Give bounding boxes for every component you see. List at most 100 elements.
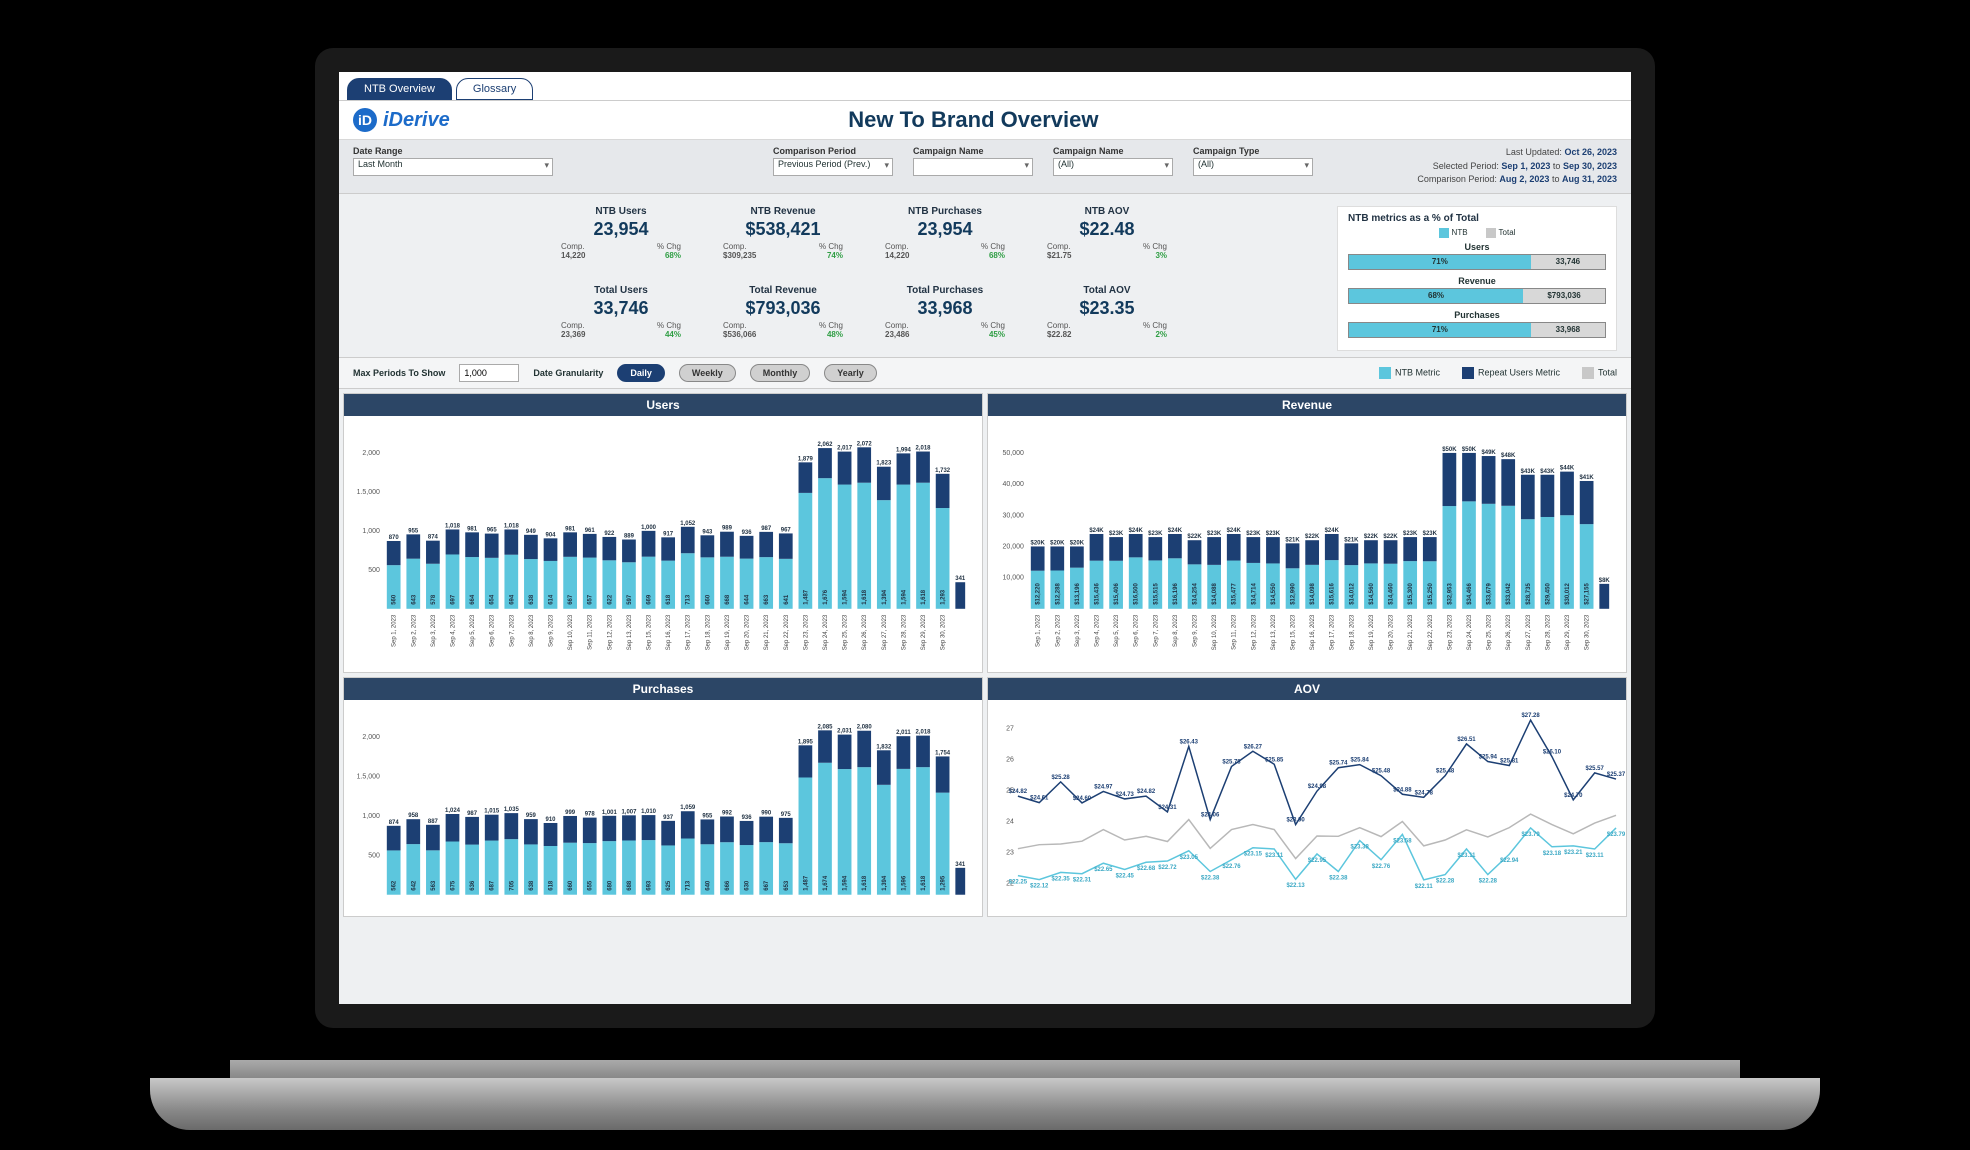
kpi-chg-label: % Chg: [819, 321, 843, 330]
ntb-pct-panel: NTB metrics as a % of Total NTB Total Us…: [1337, 206, 1617, 351]
svg-text:2,062: 2,062: [818, 442, 834, 448]
kpi-value: 33,968: [875, 298, 1015, 319]
chart-purchases: Purchases 5001,0001.5,0002,0008745629586…: [343, 677, 983, 917]
kpi-chg-label: % Chg: [657, 321, 681, 330]
svg-text:Sep 16, 2023: Sep 16, 2023: [666, 614, 672, 650]
svg-text:999: 999: [565, 809, 576, 815]
svg-text:874: 874: [389, 819, 400, 825]
svg-text:2,072: 2,072: [857, 441, 873, 447]
svg-text:$23.11: $23.11: [1586, 852, 1605, 858]
svg-text:$14,012: $14,012: [1349, 582, 1355, 604]
svg-text:1,487: 1,487: [803, 589, 809, 605]
svg-text:Sep 17, 2023: Sep 17, 2023: [686, 614, 692, 650]
pct-seg-total: 33,746: [1531, 255, 1605, 269]
svg-text:$14,088: $14,088: [1212, 582, 1218, 604]
chart-purchases-title: Purchases: [344, 678, 982, 700]
svg-text:$24K: $24K: [1227, 527, 1242, 533]
svg-text:$23.58: $23.58: [1393, 838, 1412, 844]
kpi-total-revenue: Total Revenue$793,036Comp.% Chg$536,0664…: [713, 285, 853, 351]
svg-text:$22.31: $22.31: [1073, 877, 1092, 883]
svg-text:625: 625: [666, 880, 672, 891]
pill-daily[interactable]: Daily: [617, 364, 665, 382]
svg-text:$44K: $44K: [1560, 465, 1575, 471]
pill-monthly[interactable]: Monthly: [750, 364, 811, 382]
kpi-comp-value: 23,486: [885, 330, 909, 339]
svg-text:562: 562: [392, 880, 398, 891]
screen: NTB Overview Glossary iD iDerive New To …: [315, 48, 1655, 1028]
kpi-chg-value: 45%: [989, 330, 1005, 339]
svg-text:Sep 27, 2023: Sep 27, 2023: [882, 614, 888, 650]
pct-row-label: Revenue: [1348, 276, 1606, 286]
svg-text:$24.61: $24.61: [1030, 795, 1049, 801]
svg-text:943: 943: [702, 529, 713, 535]
svg-text:917: 917: [663, 531, 674, 537]
svg-text:$22K: $22K: [1187, 534, 1202, 540]
tab-ntb-overview[interactable]: NTB Overview: [347, 78, 452, 100]
chart-legend: NTB Metric Repeat Users Metric Total: [1379, 367, 1617, 379]
input-max-periods[interactable]: [459, 364, 519, 382]
svg-text:341: 341: [955, 861, 966, 867]
svg-text:27: 27: [1006, 725, 1014, 732]
svg-text:Sep 21, 2023: Sep 21, 2023: [764, 614, 770, 650]
kpi-value: $793,036: [713, 298, 853, 319]
tab-glossary[interactable]: Glossary: [456, 78, 533, 100]
svg-text:$22.95: $22.95: [1308, 857, 1327, 863]
svg-text:$23.18: $23.18: [1543, 850, 1562, 856]
svg-text:$43K: $43K: [1521, 468, 1536, 474]
svg-text:$24K: $24K: [1325, 527, 1340, 533]
svg-text:937: 937: [663, 814, 674, 820]
svg-text:$32,953: $32,953: [1447, 582, 1453, 604]
svg-text:2,000: 2,000: [362, 734, 380, 741]
svg-text:638: 638: [529, 880, 535, 891]
svg-text:$14,714: $14,714: [1251, 582, 1257, 604]
svg-text:Sep 22, 2023: Sep 22, 2023: [784, 614, 790, 650]
pct-bar: 71%33,746: [1348, 254, 1606, 270]
svg-text:Sep 10, 2023: Sep 10, 2023: [1212, 614, 1218, 650]
svg-text:$34,466: $34,466: [1467, 582, 1473, 604]
svg-text:$24.98: $24.98: [1308, 784, 1327, 790]
chart-users: Users 5001,0001.5,0002,000870560Sep 1, 2…: [343, 393, 983, 673]
svg-text:563: 563: [431, 880, 437, 891]
svg-text:618: 618: [666, 594, 672, 605]
kpi-comp-value: $21.75: [1047, 251, 1071, 260]
legend-repeat: Repeat Users Metric: [1462, 367, 1560, 379]
svg-text:922: 922: [604, 530, 615, 536]
kpi-comp-label: Comp.: [885, 321, 909, 330]
kpi-ntb-aov: NTB AOV$22.48Comp.% Chg$21.753%: [1037, 206, 1177, 272]
pct-seg-total: $793,036: [1523, 289, 1605, 303]
logo-icon: iD: [353, 108, 377, 132]
laptop-mockup: NTB Overview Glossary iD iDerive New To …: [0, 0, 1970, 1150]
svg-text:$22K: $22K: [1383, 534, 1398, 540]
pct-legend-total: Total: [1486, 228, 1516, 238]
select-campaign-name-1[interactable]: [913, 158, 1033, 176]
svg-text:$13,196: $13,196: [1075, 582, 1081, 604]
svg-text:$22.76: $22.76: [1222, 863, 1241, 869]
svg-text:1.5,000: 1.5,000: [357, 488, 380, 495]
svg-text:$14,560: $14,560: [1369, 582, 1375, 604]
svg-text:$23.05: $23.05: [1180, 854, 1199, 860]
svg-text:Sep 29, 2023: Sep 29, 2023: [921, 614, 927, 650]
svg-text:642: 642: [411, 880, 417, 891]
svg-text:$24.70: $24.70: [1564, 792, 1583, 798]
kpi-chg-label: % Chg: [1143, 242, 1167, 251]
svg-text:Sep 12, 2023: Sep 12, 2023: [607, 614, 613, 650]
svg-text:Sep 10, 2023: Sep 10, 2023: [568, 614, 574, 650]
svg-text:1,007: 1,007: [621, 809, 637, 815]
svg-text:Sep 26, 2023: Sep 26, 2023: [862, 614, 868, 650]
kpi-grid: NTB Users23,954Comp.% Chg14,22068%NTB Re…: [551, 206, 1177, 351]
svg-text:$14,550: $14,550: [1271, 582, 1277, 604]
pill-yearly[interactable]: Yearly: [824, 364, 877, 382]
svg-text:$25.78: $25.78: [1222, 759, 1241, 765]
svg-text:$24.06: $24.06: [1201, 812, 1220, 818]
select-campaign-type[interactable]: (All): [1193, 158, 1313, 176]
select-date-range[interactable]: Last Month: [353, 158, 553, 176]
select-comparison-period[interactable]: Previous Period (Prev.): [773, 158, 893, 176]
pill-weekly[interactable]: Weekly: [679, 364, 736, 382]
select-campaign-name-2[interactable]: (All): [1053, 158, 1173, 176]
kpi-chg-value: 48%: [827, 330, 843, 339]
kpi-comp-value: 14,220: [885, 251, 909, 260]
svg-text:Sep 9, 2023: Sep 9, 2023: [1193, 614, 1199, 647]
svg-text:$15,436: $15,436: [1094, 582, 1100, 604]
legend-ntb: NTB Metric: [1379, 367, 1440, 379]
svg-text:Sep 8, 2023: Sep 8, 2023: [529, 614, 535, 647]
